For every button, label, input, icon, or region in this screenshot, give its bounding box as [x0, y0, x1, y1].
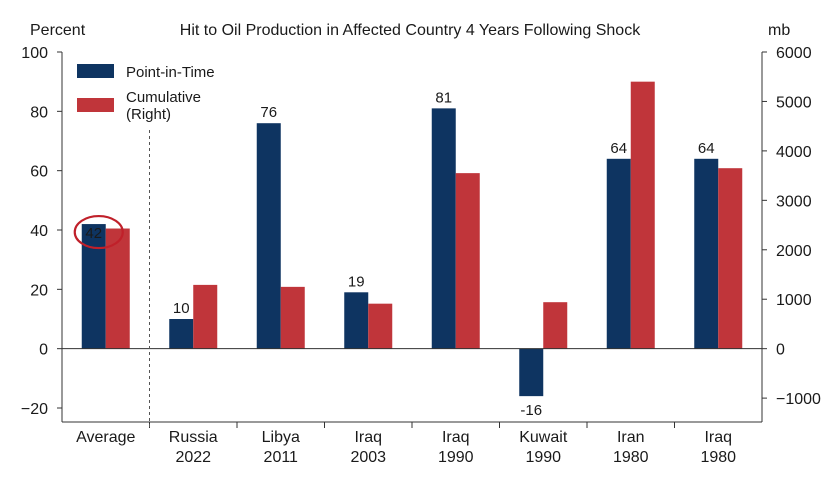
- category-label: Average: [76, 429, 135, 446]
- category-label-year: 2022: [175, 449, 211, 466]
- bar-point-in-time: [694, 158, 719, 349]
- left-axis-tick-label: 40: [30, 223, 48, 240]
- category-label: Iraq: [704, 429, 732, 446]
- legend-swatch-point-in-time: [77, 64, 114, 78]
- bar-data-label: 76: [260, 104, 277, 121]
- bar-labels: 42 10 76 19 81 -16 64 64: [85, 89, 714, 419]
- right-axis-tick-label: 3000: [776, 193, 812, 210]
- bar-cumulative: [630, 81, 655, 349]
- category-label-year: 2011: [264, 449, 299, 466]
- bar-data-label: 10: [173, 300, 190, 317]
- bar-data-label: 42: [85, 225, 102, 242]
- right-axis-tick-label: 1000: [776, 292, 812, 309]
- category-label-year: 1990: [525, 449, 561, 466]
- bar-point-in-time: [519, 348, 544, 397]
- right-axis-tick-label: 0: [776, 342, 785, 359]
- bar-point-in-time: [81, 224, 106, 349]
- bar-cumulative: [105, 228, 130, 349]
- legend-label-point-in-time: Point-in-Time: [126, 64, 215, 81]
- bar-data-label: 19: [348, 273, 365, 290]
- bar-cumulative: [455, 173, 480, 349]
- right-axis-tick-label: 6000: [776, 45, 812, 62]
- category-label: Libya: [262, 429, 300, 446]
- bar-cumulative: [193, 284, 218, 349]
- category-label: Russia: [169, 429, 218, 446]
- annotation-circle: [73, 214, 124, 250]
- bar-data-label: 64: [610, 140, 627, 157]
- bar-point-in-time: [169, 319, 194, 349]
- legend-label-cumulative: Cumulative: [126, 89, 201, 106]
- bar-data-label: 81: [435, 89, 452, 106]
- bar-cumulative: [368, 303, 393, 349]
- left-axis-tick-label: 80: [30, 104, 48, 121]
- category-label-year: 1980: [613, 449, 649, 466]
- legend-label-cumulative-right: (Right): [126, 106, 171, 123]
- bar-point-in-time: [344, 292, 369, 349]
- category-label: Kuwait: [519, 429, 568, 446]
- right-axis-tick-label: 5000: [776, 94, 812, 111]
- bar-point-in-time: [606, 158, 631, 349]
- x-axis: Average Russia 2022 Libya 2011 Iraq 2003 Iraq 19…: [62, 130, 762, 466]
- left-axis: −20 0 20 40 60 80 100: [21, 45, 63, 422]
- left-axis-tick-label: 60: [30, 164, 48, 181]
- left-axis-tick-label: 100: [21, 45, 48, 62]
- category-label: Iran: [617, 429, 645, 446]
- category-label: Iraq: [442, 429, 470, 446]
- category-label-year: 1990: [438, 449, 474, 466]
- annotations: [73, 214, 124, 250]
- right-axis: −1000 0 1000 2000 3000 4000 5000 6000: [761, 45, 821, 422]
- bar-data-label: -16: [520, 402, 542, 419]
- legend-swatch-cumulative: [77, 98, 114, 112]
- bar-cumulative: [543, 302, 568, 349]
- category-label-year: 2003: [350, 449, 386, 466]
- bar-point-in-time: [256, 123, 281, 349]
- bar-cumulative: [718, 168, 743, 349]
- left-axis-title: Percent: [30, 22, 86, 39]
- left-axis-tick-label: −20: [21, 401, 48, 418]
- right-axis-tick-label: 4000: [776, 144, 812, 161]
- right-axis-title: mb: [768, 22, 790, 39]
- left-axis-tick-label: 0: [39, 342, 48, 359]
- category-label: Iraq: [354, 429, 382, 446]
- bar-cumulative: [280, 286, 305, 349]
- left-axis-tick-label: 20: [30, 282, 48, 299]
- right-axis-tick-label: 2000: [776, 243, 812, 260]
- right-axis-tick-label: −1000: [776, 391, 821, 408]
- legend: Point-in-Time Cumulative (Right): [77, 64, 215, 123]
- category-label-year: 1980: [700, 449, 736, 466]
- bars: [62, 81, 762, 397]
- bar-point-in-time: [431, 108, 456, 349]
- chart-title: Hit to Oil Production in Affected Countr…: [180, 22, 641, 39]
- bar-data-label: 64: [698, 140, 715, 157]
